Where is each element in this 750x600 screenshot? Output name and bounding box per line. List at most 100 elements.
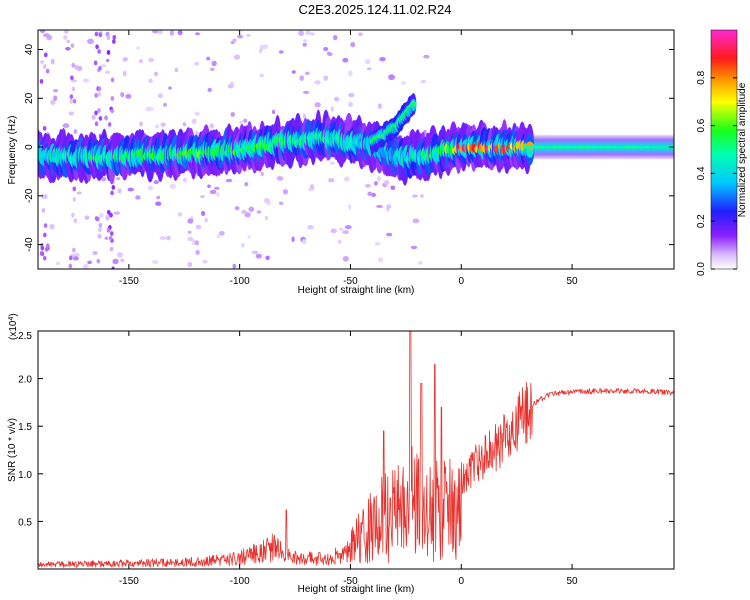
heatmap-panel: -150 -100 -50 0 50 -40 -20 0 20 40 Height of str… — [7, 29, 675, 296]
heatmap-noise-streak — [95, 216, 100, 222]
heatmap-noise-streak — [44, 194, 48, 200]
heatmap-noise-streak — [98, 227, 102, 233]
heatmap-noise-streak — [96, 258, 101, 264]
heatmap-noise-speck — [256, 210, 262, 214]
heatmap-noise-streak — [111, 266, 115, 269]
heatmap-noise-streak — [97, 91, 102, 97]
heatmap-noise-speck — [55, 261, 61, 266]
snr-y-ticks: 0.5 1.0 1.5 2.0 2.5 — [18, 330, 674, 528]
heatmap-noise-speck — [135, 195, 141, 200]
heatmap-noise-speck — [168, 86, 172, 90]
heatmap-noise-speck — [139, 121, 143, 127]
heatmap-noise-streak — [41, 208, 46, 213]
heatmap-noise-streak — [73, 129, 78, 134]
heatmap-x-tick-label: 0 — [458, 276, 464, 287]
heatmap-noise-speck — [328, 178, 335, 183]
heatmap-noise-speck — [348, 92, 355, 98]
heatmap-noise-speck — [145, 106, 153, 112]
heatmap-noise-speck — [400, 81, 406, 85]
heatmap-noise-speck — [358, 32, 363, 37]
heatmap-noise-speck — [374, 181, 378, 186]
colorbar-ticks: 0.0 0.2 0.4 0.6 0.8 — [696, 70, 737, 276]
heatmap-noise-speck — [206, 56, 211, 61]
heatmap-noise-streak — [97, 86, 102, 92]
heatmap-noise-speck — [147, 185, 154, 191]
snr-y-tick-label: 2.0 — [18, 375, 32, 386]
heatmap-noise-speck — [246, 33, 251, 37]
heatmap-ridge-blob — [583, 145, 592, 149]
heatmap-noise-speck — [301, 239, 307, 244]
heatmap-noise-streak — [98, 222, 103, 228]
heatmap-noise-speck — [207, 87, 212, 92]
heatmap-noise-speck — [232, 263, 237, 269]
heatmap-y-tick-label: 40 — [24, 44, 35, 56]
heatmap-noise-speck — [247, 234, 251, 239]
heatmap-noise-speck — [105, 214, 111, 221]
heatmap-ridge-blob — [576, 145, 585, 149]
heatmap-noise-streak — [70, 43, 75, 49]
heatmap-ridge-blob — [610, 145, 619, 149]
heatmap-noise-speck — [97, 233, 102, 239]
heatmap-noise-streak — [97, 108, 101, 113]
heatmap-noise-speck — [410, 245, 418, 250]
heatmap-noise-speck — [364, 183, 371, 188]
heatmap-noise-streak — [40, 245, 45, 251]
heatmap-noise-speck — [330, 106, 335, 112]
heatmap-noise-streak — [110, 77, 115, 83]
heatmap-noise-speck — [207, 184, 211, 188]
heatmap-noise-speck — [378, 103, 382, 109]
snr-panel: -150 -100 -50 0 50 0.5 1.0 1.5 2.0 2.5 Height of… — [7, 313, 675, 595]
heatmap-noise-speck — [166, 235, 171, 241]
heatmap-ridge-blob — [543, 145, 552, 149]
heatmap-noise-speck — [98, 212, 104, 219]
heatmap-noise-speck — [334, 96, 340, 102]
heatmap-noise-streak — [73, 218, 78, 224]
heatmap-noise-speck — [73, 252, 80, 258]
snr-y-axis-label: SNR (10 * v/v) — [7, 418, 18, 482]
heatmap-noise-speck — [155, 201, 162, 206]
heatmap-noise-speck — [160, 122, 167, 127]
heatmap-noise-speck — [263, 198, 270, 204]
heatmap-noise-speck — [104, 115, 109, 121]
heatmap-noise-speck — [63, 30, 69, 34]
heatmap-noise-speck — [63, 35, 68, 41]
snr-x-tick-label: 50 — [567, 576, 579, 587]
heatmap-noise-streak — [98, 65, 102, 71]
heatmap-noise-speck — [82, 263, 89, 269]
heatmap-y-tick-label: -40 — [24, 237, 35, 252]
heatmap-noise-streak — [107, 122, 112, 127]
heatmap-noise-speck — [323, 75, 329, 81]
heatmap-ridge-blob — [590, 145, 599, 149]
heatmap-noise-streak — [74, 64, 79, 70]
heatmap-noise-streak — [45, 68, 50, 74]
heatmap-noise-streak — [69, 94, 74, 99]
heatmap-noise-speck — [125, 93, 132, 99]
heatmap-noise-speck — [303, 90, 310, 94]
heatmap-noise-streak — [110, 190, 114, 196]
heatmap-noise-streak — [43, 232, 47, 238]
heatmap-noise-streak — [70, 75, 74, 81]
heatmap-noise-speck — [248, 206, 255, 212]
heatmap-noise-speck — [417, 261, 423, 265]
heatmap-noise-speck — [50, 58, 55, 65]
heatmap-ridge-blob — [550, 145, 559, 149]
heatmap-noise-speck — [314, 80, 321, 85]
heatmap-ridge-blob — [603, 145, 612, 149]
heatmap-noise-speck — [163, 102, 167, 107]
heatmap-noise-speck — [348, 204, 352, 211]
heatmap-noise-streak — [94, 93, 98, 98]
snr-y-tick-label: 2.5 — [18, 331, 32, 342]
heatmap-noise-streak — [109, 246, 114, 252]
heatmap-noise-streak — [44, 52, 48, 58]
heatmap-noise-speck — [348, 70, 353, 77]
heatmap-noise-speck — [386, 204, 392, 209]
heatmap-noise-streak — [94, 110, 98, 116]
heatmap-noise-speck — [377, 257, 384, 263]
heatmap-noise-speck — [278, 50, 284, 54]
heatmap-noise-speck — [201, 210, 206, 217]
heatmap-ridge-blob — [643, 145, 652, 149]
heatmap-noise-speck — [82, 78, 90, 83]
heatmap-ridge-blob — [623, 145, 632, 149]
heatmap-noise-speck — [291, 236, 295, 243]
snr-y-tick-label: 1.5 — [18, 422, 32, 433]
